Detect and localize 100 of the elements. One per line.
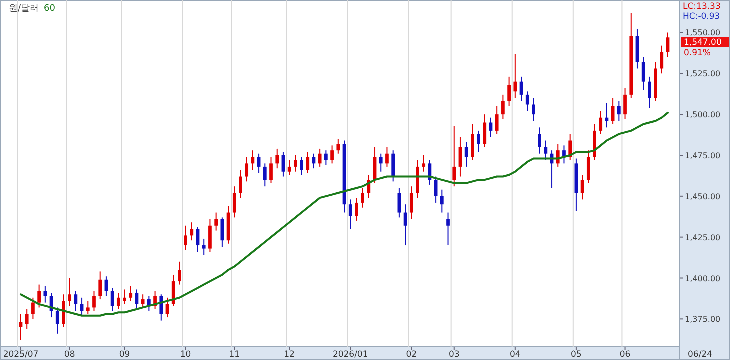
text: 60 bbox=[44, 4, 56, 14]
candlestick bbox=[104, 276, 108, 297]
y-tick-label: 1,475.00 bbox=[685, 151, 721, 160]
x-tick-label: 09 bbox=[119, 350, 130, 360]
candlestick bbox=[300, 156, 304, 176]
candlestick bbox=[336, 138, 340, 154]
x-tick-label: 03 bbox=[448, 350, 460, 360]
candlestick bbox=[32, 297, 35, 320]
candlestick bbox=[62, 294, 66, 328]
candlestick bbox=[141, 294, 145, 308]
candlestick bbox=[348, 199, 352, 230]
candlestick bbox=[361, 188, 364, 208]
candlestick bbox=[648, 76, 652, 109]
y-tick-label: 1,525.00 bbox=[685, 70, 721, 79]
text: 0.91% bbox=[684, 48, 712, 59]
candlestick bbox=[660, 45, 664, 74]
candlestick bbox=[642, 56, 646, 91]
text: HC:-0.93 bbox=[683, 12, 720, 22]
candlestick bbox=[196, 227, 200, 253]
y-tick-label: 1,375.00 bbox=[685, 315, 721, 324]
candlestick bbox=[270, 156, 273, 184]
candlestick bbox=[123, 289, 126, 305]
candlestick bbox=[422, 154, 426, 172]
x-tick-label: 04 bbox=[510, 350, 521, 360]
y-tick-label: 1,550.00 bbox=[685, 28, 721, 38]
x-tick-label: 2025/07 bbox=[3, 350, 39, 360]
x-tick-label: 2026/01 bbox=[332, 350, 368, 360]
candlestick bbox=[502, 94, 505, 120]
candlestick bbox=[263, 163, 267, 188]
y-tick-label: 1,425.00 bbox=[685, 233, 721, 242]
candlestick bbox=[586, 150, 590, 184]
candlestick bbox=[440, 189, 444, 214]
candlestick bbox=[477, 130, 480, 153]
candlestick bbox=[379, 153, 383, 172]
y-tick-label: 1,500.00 bbox=[685, 110, 721, 120]
candlestick bbox=[190, 222, 194, 242]
candlestick bbox=[538, 127, 542, 154]
candlestick bbox=[495, 106, 499, 135]
candlestick bbox=[446, 212, 450, 246]
candlestick bbox=[19, 314, 23, 341]
candlestick bbox=[276, 148, 280, 170]
text: 1,547.00 bbox=[684, 38, 722, 48]
candlestick bbox=[220, 217, 224, 248]
x-tick-label: 10 bbox=[180, 350, 192, 360]
candlestick bbox=[68, 278, 72, 307]
candlestick bbox=[392, 150, 396, 182]
candlestick bbox=[471, 124, 474, 161]
candlestick bbox=[599, 110, 603, 135]
candlestick bbox=[330, 145, 334, 164]
candlestick bbox=[398, 188, 402, 218]
candlestick bbox=[544, 140, 548, 161]
candlestick bbox=[129, 286, 133, 302]
candlestick bbox=[288, 160, 292, 176]
candlestick bbox=[116, 292, 120, 310]
candlestick bbox=[624, 88, 627, 120]
candlestick bbox=[355, 198, 358, 222]
x-tick-label: 11 bbox=[229, 350, 240, 360]
candlestick bbox=[202, 238, 206, 256]
candlestick bbox=[172, 274, 176, 307]
candlestick bbox=[294, 154, 298, 172]
text: LC:13.33 bbox=[683, 2, 721, 12]
candlestick bbox=[434, 176, 438, 204]
candlestick bbox=[282, 152, 286, 178]
candlestick bbox=[245, 156, 249, 182]
candlestick bbox=[178, 261, 182, 286]
candlestick bbox=[38, 284, 41, 308]
x-tick-label: 02 bbox=[406, 350, 418, 360]
candlestick bbox=[452, 126, 456, 188]
y-tick-label: 1,400.00 bbox=[685, 274, 721, 284]
candlestick bbox=[135, 289, 139, 310]
candlestick bbox=[44, 286, 48, 304]
text: 06/24 bbox=[688, 350, 712, 360]
x-tick-label: 05 bbox=[571, 350, 582, 360]
candlestick bbox=[257, 153, 261, 174]
candlestick bbox=[232, 186, 236, 218]
candlestick bbox=[74, 290, 78, 312]
candlestick bbox=[166, 297, 170, 318]
candlestick bbox=[410, 186, 414, 220]
candlestick bbox=[306, 152, 310, 174]
candlestick bbox=[25, 308, 29, 330]
candlestick bbox=[324, 150, 328, 166]
candlestick bbox=[508, 76, 511, 107]
candlestick bbox=[666, 32, 670, 58]
candlestick bbox=[483, 114, 487, 148]
candlestick bbox=[208, 218, 212, 253]
candlestick bbox=[386, 146, 389, 168]
candlestick bbox=[318, 148, 322, 168]
candlestick bbox=[98, 271, 102, 300]
candlestick bbox=[526, 91, 530, 112]
x-tick-label: 08 bbox=[64, 350, 76, 360]
candlestick bbox=[214, 212, 218, 232]
candlestick bbox=[239, 170, 242, 199]
x-tick-label: 06 bbox=[620, 350, 631, 360]
y-tick-label: 1,450.00 bbox=[685, 192, 721, 202]
candlestick bbox=[86, 300, 90, 315]
x-tick-label: 12 bbox=[284, 350, 295, 360]
candlestick bbox=[56, 307, 60, 334]
candlestick bbox=[160, 294, 164, 322]
candlestick bbox=[514, 54, 518, 99]
candlestick bbox=[184, 225, 188, 251]
